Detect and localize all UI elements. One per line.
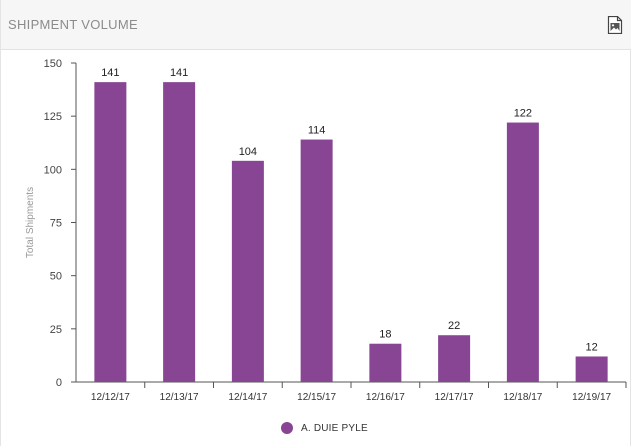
- legend-swatch: [281, 422, 293, 434]
- data-label: 114: [308, 125, 326, 137]
- data-label: 122: [514, 108, 532, 120]
- x-tick-label: 12/15/17: [297, 392, 336, 403]
- bar: [300, 139, 333, 382]
- x-tick-label: 12/14/17: [228, 392, 267, 403]
- data-label: 12: [586, 341, 598, 353]
- y-tick-label: 25: [50, 324, 62, 336]
- y-tick-label: 150: [44, 58, 62, 70]
- data-label: 18: [379, 329, 391, 341]
- x-tick-label: 12/18/17: [503, 392, 542, 403]
- legend-label: A. DUIE PYLE: [301, 422, 368, 434]
- y-tick-label: 50: [50, 271, 62, 283]
- bar: [163, 82, 196, 382]
- x-tick-label: 12/12/17: [91, 392, 130, 403]
- x-tick-label: 12/13/17: [160, 392, 199, 403]
- bar: [94, 82, 127, 382]
- bar: [231, 160, 264, 382]
- data-label: 141: [101, 67, 119, 79]
- data-label: 104: [239, 146, 257, 158]
- image-export-icon[interactable]: [607, 15, 623, 35]
- y-tick-label: 125: [44, 111, 62, 123]
- y-tick-label: 0: [56, 377, 62, 389]
- y-tick-label: 100: [44, 164, 62, 176]
- bar-chart: 0 25 50 75 100 125 150 Total Shipments 141 12/12/…: [25, 58, 627, 403]
- data-label: 141: [170, 67, 188, 79]
- panel-header: SHIPMENT VOLUME: [1, 0, 631, 50]
- legend-item[interactable]: A. DUIE PYLE: [281, 420, 368, 436]
- bar: [575, 356, 608, 382]
- data-label: 22: [448, 320, 460, 332]
- bar: [438, 335, 471, 382]
- bar: [506, 122, 539, 383]
- y-axis-label: Total Shipments: [25, 187, 36, 258]
- y-tick-label: 75: [50, 218, 62, 230]
- x-tick-label: 12/17/17: [435, 392, 474, 403]
- x-tick-label: 12/19/17: [572, 392, 611, 403]
- panel-title: SHIPMENT VOLUME: [8, 17, 138, 32]
- x-tick-label: 12/16/17: [366, 392, 405, 403]
- bar: [369, 343, 402, 382]
